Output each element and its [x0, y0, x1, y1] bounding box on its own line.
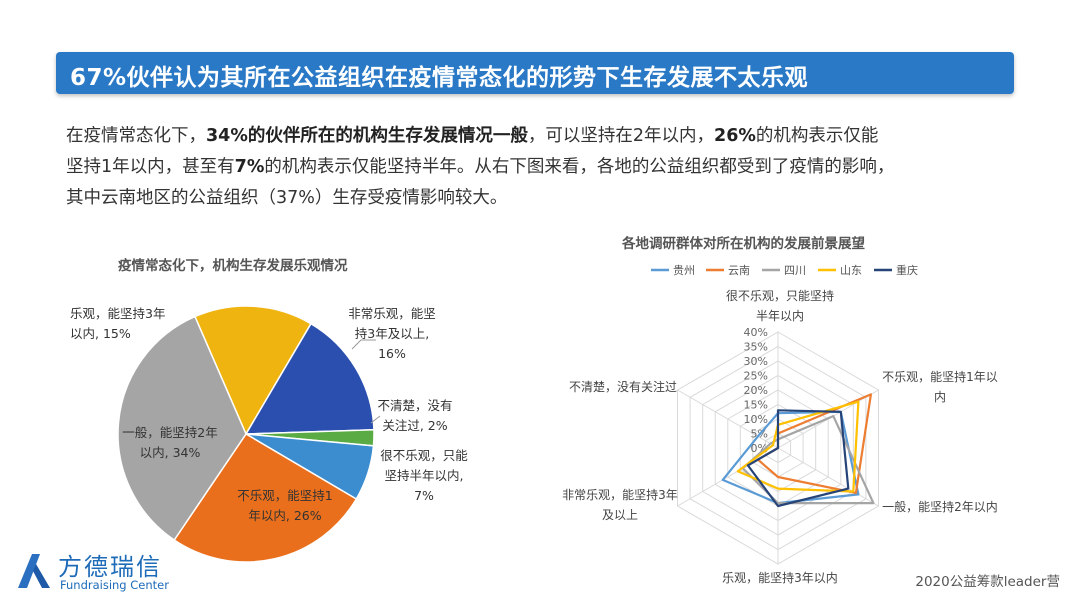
fundraising-logo-icon: [18, 554, 50, 588]
radar-tick-label-5: 25%: [744, 370, 768, 383]
pie-label-1-line-0: 非常乐观，能坚: [348, 306, 436, 321]
intro-paragraph: 在疫情常态化下，34%的伙伴所在的机构生存发展情况一般，可以坚持在2年以内，26…: [66, 121, 1026, 214]
radar-chart-title: 各地调研群体对所在机构的发展前景展望: [622, 236, 865, 252]
pie-label-0-line-0: 乐观，能坚持3年: [70, 306, 165, 321]
radar-axis-label-2-line-0: 一般，能坚持2年以内: [882, 499, 998, 514]
logo-name-cn: 方德瑞信: [58, 553, 162, 581]
radar-axis-label-4-line-0: 非常乐观，能坚持3年: [562, 487, 678, 502]
pie-label-1-line-2: 16%: [378, 346, 406, 361]
footer-note: 2020公益筹款leader营: [915, 574, 1060, 590]
radar-series-山东: [736, 400, 860, 493]
pie-label-4-line-1: 年以内, 26%: [248, 508, 321, 523]
radar-axis-label-3-line-0: 乐观，能坚持3年以内: [722, 570, 838, 585]
pie-label-2-line-0: 不清楚，没有: [377, 398, 452, 413]
pie-slice-4: [173, 432, 358, 563]
legend-label-1: 云南: [728, 264, 750, 277]
legend-label-3: 山东: [840, 264, 862, 277]
intro-line-3: 其中云南地区的公益组织（37%）生存受疫情影响较大。: [66, 188, 508, 208]
logo-name-en: Fundraising Center: [60, 578, 169, 592]
radar-tick-label-3: 15%: [744, 399, 768, 412]
radar-axis-label-4-line-1: 及以上: [602, 508, 638, 522]
pie-slice-0: [193, 305, 312, 436]
pie-slice-5: [117, 315, 247, 542]
legend-label-0: 贵州: [673, 264, 695, 277]
legend-label-2: 四川: [784, 264, 806, 277]
intro-line-1: 在疫情常态化下，34%的伙伴所在的机构生存发展情况一般，可以坚持在2年以内，26…: [66, 126, 879, 146]
radar-series-四川: [741, 415, 875, 505]
legend-label-4: 重庆: [896, 263, 918, 277]
radar-axis-label-1-line-1: 内: [934, 390, 946, 404]
radar-tick-label-6: 30%: [744, 355, 768, 368]
pie-chart-title: 疫情常态化下，机构生存发展乐观情况: [118, 258, 348, 274]
title-bar: 67%伙伴认为其所在公益组织在疫情常态化的形势下生存发展不太乐观: [56, 52, 1014, 94]
pie-label-3-line-1: 坚持半年以内,: [385, 468, 464, 483]
radar-axis-label-5-line-0: 不清楚，没有关注过: [569, 379, 677, 394]
radar-axis-label-0-line-0: 很不乐观，只能坚持: [726, 288, 834, 303]
pie-label-2-line-1: 关注过, 2%: [382, 418, 447, 433]
radar-axis-label-0-line-1: 半年以内: [756, 309, 804, 323]
pie-leader-line-1: [351, 339, 376, 350]
pie-label-1-line-1: 持3年及以上,: [355, 326, 429, 341]
pie-leader-line-2: [370, 415, 381, 424]
radar-tick-label-7: 35%: [744, 341, 768, 354]
page-title: 67%伙伴认为其所在公益组织在疫情常态化的形势下生存发展不太乐观: [70, 65, 809, 91]
radar-spoke-5: [677, 389, 779, 449]
intro-line-2: 坚持1年以内，甚至有7%的机构表示仅能坚持半年。从右下图来看，各地的公益组织都受…: [66, 157, 895, 177]
radar-tick-label-4: 20%: [744, 384, 768, 397]
pie-label-0-line-1: 以内, 15%: [70, 326, 131, 341]
radar-series-重庆: [746, 409, 850, 508]
pie-label-3-line-2: 7%: [414, 488, 434, 503]
radar-tick-label-8: 40%: [744, 326, 768, 339]
pie-label-5-line-0: 一般，能坚持2年: [122, 425, 217, 440]
pie-label-3-line-0: 很不乐观，只能: [380, 448, 468, 463]
radar-tick-label-2: 10%: [744, 413, 768, 426]
pie-label-5-line-1: 以内, 34%: [140, 445, 201, 460]
pie-label-4-line-0: 不乐观，能坚持1: [237, 488, 332, 503]
radar-spoke-2: [777, 447, 879, 507]
radar-axis-label-1-line-0: 不乐观，能坚持1年以: [882, 369, 998, 384]
